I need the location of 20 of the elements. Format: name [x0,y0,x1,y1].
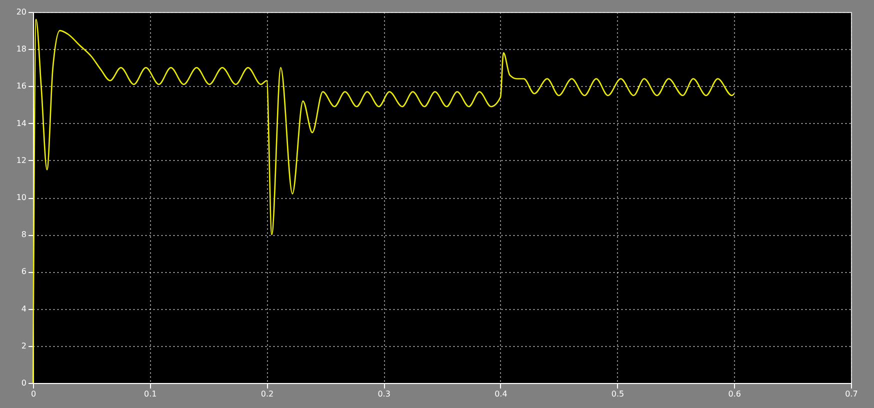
x-tick-label: 0.5 [611,390,624,398]
x-tick-label: 0.1 [144,390,157,398]
y-tick-label: 4 [21,304,26,314]
x-tick-label: 0.6 [728,390,742,398]
y-tick-label: 0 [21,378,26,388]
y-tick-label: 14 [16,118,26,128]
x-tick-label: 0.2 [260,390,274,398]
y-tick-label: 20 [16,8,26,16]
y-tick-label: 12 [16,156,26,165]
x-tick-label: 0 [30,390,36,398]
y-tick-label: 8 [21,230,26,240]
x-tick-label: 0.3 [378,390,390,398]
y-tick-label: 18 [16,44,26,54]
line-series [32,18,735,384]
y-tick-label: 16 [16,82,26,91]
y-tick-label: 2 [21,341,26,350]
x-tick-label: 0.4 [494,390,508,398]
x-tick-label: 0.7 [845,390,858,398]
y-tick-label: 10 [16,193,26,202]
y-tick-label: 6 [21,267,26,276]
